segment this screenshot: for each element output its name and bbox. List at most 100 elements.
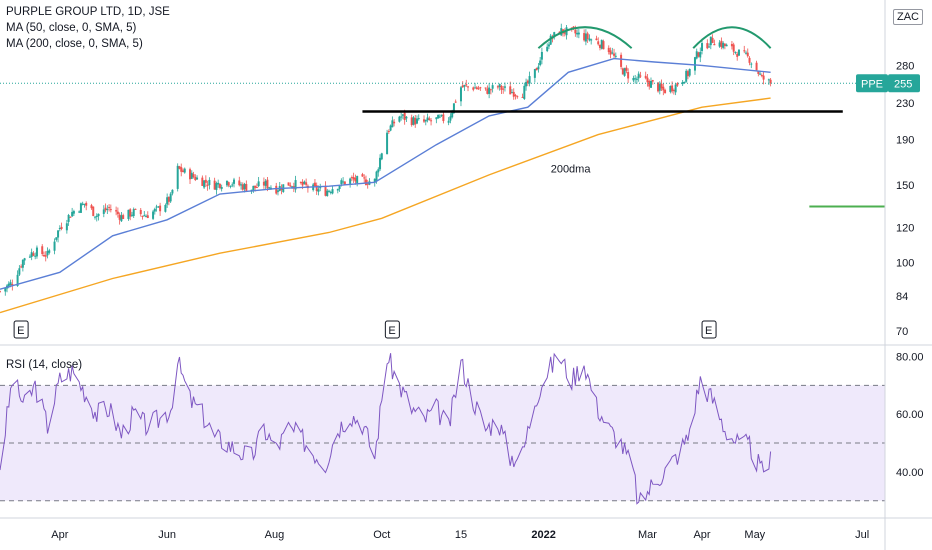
price-tag: PPE 255 [856, 74, 920, 93]
candle-body [412, 117, 415, 125]
candle-body [718, 42, 721, 47]
candle-body [533, 69, 536, 78]
candle-body [391, 120, 394, 128]
candle-body [183, 168, 186, 173]
candle-body [514, 94, 517, 96]
candle-body [479, 87, 482, 89]
price-tag-text: 255 [894, 78, 912, 90]
candle-body [171, 189, 174, 194]
price-tick-label: 190 [896, 135, 914, 147]
candle-body [648, 81, 651, 87]
candle-body [672, 90, 675, 92]
candle-body [526, 80, 529, 84]
candle-body [343, 181, 346, 185]
candle-body [745, 52, 748, 54]
price-tick-label: 150 [896, 180, 914, 192]
rsi-legend: RSI (14, close) [6, 359, 83, 371]
candle-body [41, 246, 44, 255]
candle-body [352, 177, 355, 180]
candle-body [262, 181, 265, 186]
candle-body [658, 84, 661, 91]
candle-body [762, 75, 765, 80]
candle-body [134, 208, 137, 210]
candle-body [23, 258, 26, 261]
candle-body [72, 211, 75, 214]
candle-body [208, 179, 211, 185]
candle-body [67, 215, 70, 222]
candle-body [461, 85, 464, 88]
candle-body [120, 215, 123, 222]
candle-body [701, 43, 704, 52]
candle-body [166, 197, 169, 205]
time-tick-label: Jun [158, 529, 176, 541]
candle-body [130, 214, 133, 216]
candle-body [233, 179, 236, 184]
candle-body [220, 186, 223, 189]
candle-body [417, 118, 420, 120]
symbol-tag-bg [856, 74, 888, 93]
candle-body [328, 190, 331, 192]
candle-body [7, 283, 10, 288]
candle-body [503, 86, 506, 88]
candle-body [181, 170, 184, 172]
candle-body [683, 81, 686, 84]
candle-body [757, 71, 760, 74]
candle-body [79, 203, 82, 213]
candle-body [725, 44, 728, 47]
symbol-tag-text: PPE [861, 78, 883, 90]
dma-annotation: 200dma [551, 164, 592, 176]
candle-body [510, 92, 513, 94]
candle-body [588, 38, 591, 41]
candle-body [92, 206, 95, 216]
candle-body [657, 82, 660, 92]
candle-body [452, 103, 455, 114]
currency-label[interactable]: ZAC [893, 9, 923, 25]
candle-body [759, 73, 762, 75]
candle-body [393, 121, 396, 124]
candle-body [451, 111, 454, 118]
candle-body [289, 185, 292, 187]
candle-body [613, 53, 616, 56]
earnings-marker: E [701, 320, 717, 339]
earnings-box [701, 320, 717, 339]
candle-body [477, 88, 480, 90]
earnings-label: E [17, 325, 24, 337]
candle-body [709, 36, 712, 46]
rsi-tick-label: 40.00 [896, 467, 924, 479]
candle-body [375, 171, 378, 181]
candle-body [387, 131, 390, 133]
candle-body [275, 185, 278, 194]
candle-body [528, 76, 531, 84]
arc-left [537, 26, 633, 49]
ma200-line [0, 97, 771, 314]
candle-body [424, 119, 427, 122]
candle-body [525, 81, 528, 87]
candle-body [410, 117, 413, 126]
candle-body [662, 86, 665, 91]
candle-body [118, 214, 121, 220]
candle-body [743, 50, 746, 52]
candle-body [695, 51, 698, 59]
candle-body [336, 189, 339, 191]
candle-body [146, 215, 149, 218]
candle-body [238, 180, 241, 186]
candle-body [600, 39, 603, 49]
candle-body [132, 209, 135, 217]
candle-body [20, 266, 23, 268]
candle-body [213, 180, 216, 190]
chart-legend: PURPLE GROUP LTD, 1D, JSE MA (50, close,… [6, 4, 170, 52]
candle-body [291, 186, 294, 188]
earnings-box [384, 320, 400, 339]
candle-body [730, 44, 733, 47]
ma50-line [0, 57, 771, 290]
candle-body [523, 85, 526, 99]
candle-body [102, 209, 105, 214]
candle-body [364, 179, 367, 185]
candle-body [203, 180, 206, 188]
candle-body [438, 116, 441, 118]
candle-body [736, 53, 739, 57]
candle-body [83, 203, 86, 205]
candle-body [711, 37, 714, 43]
candle-body [415, 118, 418, 124]
